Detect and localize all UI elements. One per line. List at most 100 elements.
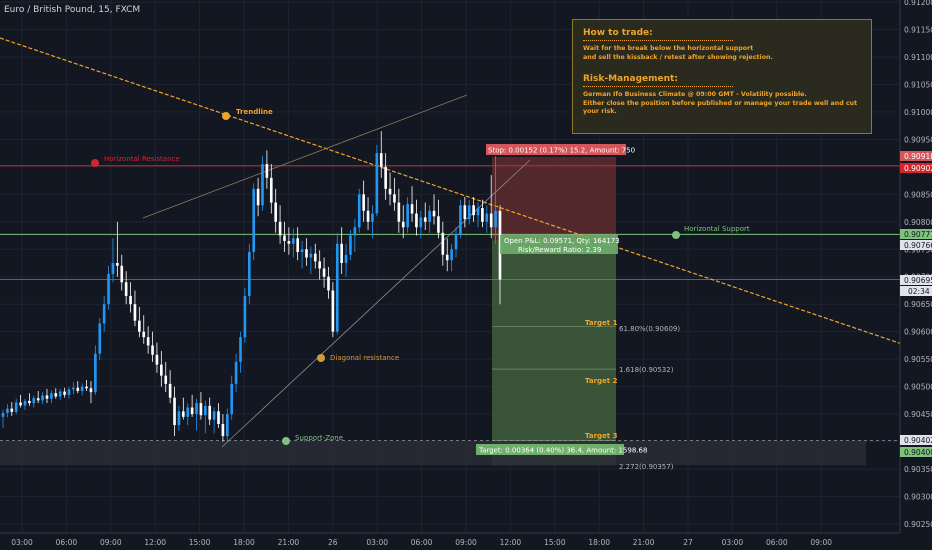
price-tick-label: 0.91200 (904, 0, 932, 7)
candle-body (58, 391, 62, 397)
target-zone[interactable] (492, 240, 616, 466)
horizontal-resistance-marker[interactable] (91, 159, 99, 167)
candle-body (476, 208, 480, 216)
candle-body (36, 398, 40, 401)
candle-body (239, 337, 242, 362)
candle-body (291, 238, 295, 244)
candle-body (274, 202, 278, 222)
candle-body (41, 395, 44, 401)
diagonal-resistance-line[interactable] (221, 159, 531, 448)
time-tick-label: 09:00 (810, 538, 832, 547)
time-tick-label: 12:00 (500, 538, 522, 547)
candle-body (203, 405, 207, 416)
candle-body (177, 411, 181, 426)
price-tick-label: 0.90300 (904, 493, 932, 502)
current-price-text: 0.90695 (904, 276, 932, 285)
price-tick-label: 0.90250 (904, 520, 932, 529)
channel-upper-line[interactable] (142, 94, 468, 219)
price-tick-label: 0.90450 (904, 410, 932, 419)
candle-body (384, 166, 387, 189)
candle-body (164, 375, 168, 384)
price-tick-label: 0.90350 (904, 465, 932, 474)
candle-body (94, 353, 97, 393)
candle-body (243, 295, 247, 338)
risk-heading: Risk-Management: (583, 74, 678, 84)
candle-body (401, 221, 405, 228)
time-tick-label: 03:00 (11, 538, 33, 547)
time-tick-label: 06:00 (56, 538, 78, 547)
target1-label: Target 1 (585, 319, 618, 327)
time-tick-label: 21:00 (633, 538, 655, 547)
fib2-label: 1.618(0.90532) (619, 366, 674, 374)
trendline-marker[interactable] (222, 112, 230, 120)
open-label: Open P&L: 0.09571, Qty: 164173 (504, 237, 620, 245)
candle-body (441, 232, 445, 255)
candle-body (98, 323, 102, 354)
time-tick-label: 09:00 (100, 538, 122, 547)
candle-body (437, 216, 440, 233)
candle-body (133, 304, 137, 321)
candle-body (362, 194, 365, 211)
price-tick-label: 0.91150 (904, 25, 932, 34)
candle-body (63, 391, 66, 395)
candle-body (107, 273, 110, 305)
candle-body (309, 253, 313, 258)
candle-body (463, 205, 467, 220)
time-axis[interactable] (0, 533, 932, 550)
candle-body (45, 395, 49, 399)
diagonal-resistance-marker[interactable] (317, 354, 325, 362)
target-price-text: 0.90400 (904, 448, 932, 457)
target-label-box (476, 444, 624, 455)
time-tick-label: 26 (328, 538, 338, 547)
candle-body (221, 423, 225, 437)
target3-label: Target 3 (585, 432, 618, 440)
trendline[interactable] (0, 37, 906, 346)
stop-zone[interactable] (492, 156, 616, 241)
how-to-trade-line2: and sell the kissback / retest after sho… (583, 53, 773, 61)
candle-body (419, 217, 423, 228)
target2-label: Target 2 (585, 377, 618, 385)
candle-body (327, 276, 330, 291)
horizontal-support-marker[interactable] (672, 231, 680, 239)
spacer (583, 62, 861, 74)
support-zone-band[interactable] (0, 440, 866, 466)
candle-body (1, 413, 5, 417)
candle-body (300, 249, 304, 253)
how-to-trade-line1: Wait for the break below the horizontal … (583, 45, 754, 52)
candle-body (375, 153, 379, 214)
price-tick-label: 0.90850 (904, 190, 932, 199)
candle-body (445, 254, 449, 261)
time-tick-label: 03:00 (722, 538, 744, 547)
candle-body (397, 202, 401, 222)
entry-price-badge (900, 240, 932, 250)
candle-body (160, 364, 163, 376)
time-tick-label: 21:00 (278, 538, 300, 547)
current-price-badge (900, 275, 932, 285)
candle-body (296, 238, 300, 253)
candle-body (190, 407, 194, 415)
candle-body (428, 210, 431, 222)
candle-body (225, 414, 229, 437)
target-label: Target: 0.00364 (0.40%) 36.4, Amount: 15… (478, 447, 647, 455)
candle-body (388, 188, 392, 195)
candle-body (54, 393, 58, 397)
support-price-text: 0.90777 (904, 230, 932, 239)
symbol-title[interactable]: Euro / British Pound, 15, FXCM (4, 5, 141, 15)
support-price-badge (900, 229, 932, 239)
candle-body (344, 254, 348, 263)
stop-price-text: 0.90918 (904, 152, 932, 161)
candle-body (450, 249, 453, 261)
candle-body (406, 204, 409, 228)
candle-body (459, 205, 462, 234)
candle-body (199, 403, 203, 416)
support-zone-marker[interactable] (282, 437, 290, 445)
trade-plan-panel[interactable]: How to trade: Wait for the break below t… (572, 19, 872, 134)
candle-body (116, 263, 119, 266)
candle-body (349, 235, 352, 255)
candle-body (335, 243, 339, 332)
candle-body (120, 265, 124, 283)
countdown-text: 02:34 (908, 287, 930, 296)
how-to-trade-heading: How to trade: (583, 28, 653, 38)
time-tick-label: 06:00 (411, 538, 433, 547)
